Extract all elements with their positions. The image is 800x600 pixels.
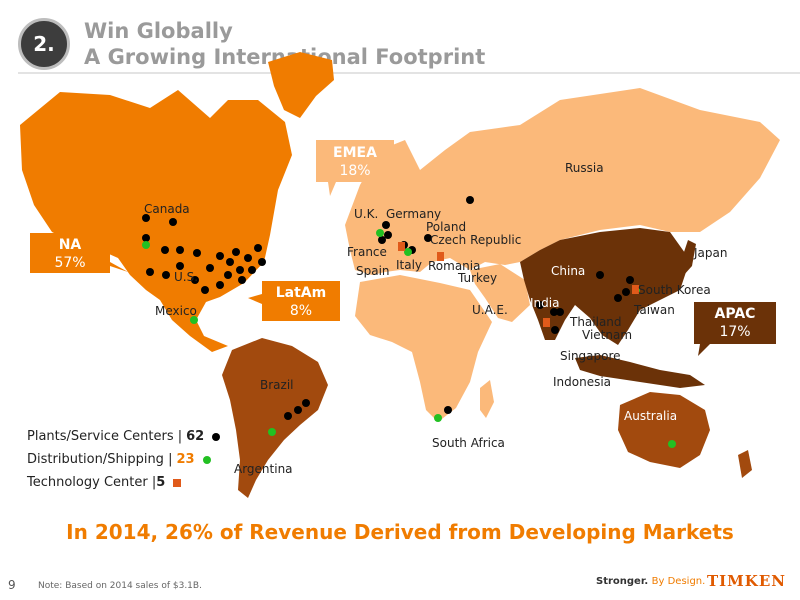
apac-callout: APAC 17%	[694, 305, 776, 341]
region-africa	[355, 275, 492, 422]
label-south-africa: South Africa	[432, 436, 505, 450]
label-italy: Italy	[396, 258, 423, 272]
label-indonesia: Indonesia	[553, 375, 612, 389]
footnote-text: Based on 2014 sales of $3.1B.	[65, 581, 202, 591]
label-singapore: Singapore	[560, 349, 621, 363]
region-middle-east	[470, 264, 530, 322]
tech-square-icon	[173, 478, 182, 487]
na-pct: 57%	[54, 255, 86, 271]
label-argentina: Argentina	[234, 462, 293, 476]
label-taiwan: Taiwan	[634, 303, 675, 317]
title-line-1: Win Globally	[84, 19, 233, 43]
region-greenland	[268, 52, 334, 118]
label-south-korea: South Korea	[638, 283, 711, 297]
emea-pct: 18%	[339, 163, 371, 179]
label-czech-republic: Czech Republic	[430, 233, 522, 247]
label-uk: U.K.	[354, 207, 379, 221]
label-russia: Russia	[565, 161, 604, 175]
footnote-prefix: Note:	[38, 581, 63, 591]
label-canada: Canada	[144, 202, 190, 216]
tagline-a: Stronger.	[596, 576, 649, 587]
legend-plants-count: 62	[186, 429, 205, 444]
label-vietnam: Vietnam	[582, 328, 633, 342]
label-romania: Romania	[428, 259, 481, 273]
label-india: India	[530, 296, 560, 310]
label-australia: Australia	[624, 409, 678, 423]
legend-distribution-count: 23	[176, 452, 195, 467]
distribution-dot-icon	[202, 455, 211, 464]
legend-plants-label: Plants/Service Centers |	[27, 429, 183, 444]
na-name: NA	[58, 237, 82, 253]
section-number: 2.	[33, 32, 55, 56]
label-poland: Poland	[426, 220, 467, 234]
label-us: U.S.	[174, 270, 199, 284]
label-china: China	[551, 264, 586, 278]
apac-callout-box	[694, 302, 776, 356]
page-number: 9	[8, 578, 16, 592]
region-japan	[682, 240, 696, 276]
label-turkey: Turkey	[458, 271, 498, 285]
label-spain: Spain	[356, 264, 390, 278]
legend-distribution-label: Distribution/Shipping |	[27, 452, 173, 467]
headline: In 2014, 26% of Revenue Derived from Dev…	[66, 520, 734, 544]
latam-pct: 8%	[289, 303, 313, 319]
map-legend: Plants/Service Centers | 62 Distribution…	[27, 425, 221, 494]
title-divider	[18, 72, 800, 74]
tagline-b: By Design.	[651, 576, 706, 587]
latam-callout-box	[248, 281, 340, 321]
legend-tech-count: 5	[156, 475, 166, 490]
apac-pct: 17%	[719, 324, 751, 340]
legend-tech: Technology Center | 5	[27, 471, 220, 494]
legend-plants: Plants/Service Centers | 62	[27, 425, 221, 448]
latam-callout: LatAm 8%	[262, 284, 340, 320]
legend-distribution: Distribution/Shipping | 23	[27, 448, 220, 471]
plant-dot-icon	[212, 432, 221, 441]
label-brazil: Brazil	[260, 378, 294, 392]
region-madagascar	[480, 380, 494, 418]
latam-name: LatAm	[275, 285, 327, 301]
na-callout: NA 57%	[30, 236, 110, 272]
label-germany: Germany	[386, 207, 442, 221]
region-indonesia	[575, 355, 705, 388]
region-europe-russia	[345, 88, 780, 275]
label-france: France	[347, 245, 387, 259]
region-australia	[618, 392, 710, 468]
label-uae: U.A.E.	[472, 303, 508, 317]
label-mexico: Mexico	[155, 304, 197, 318]
region-new-zealand	[738, 450, 752, 478]
legend-tech-label: Technology Center |	[27, 475, 157, 490]
section-number-badge: 2.	[18, 18, 70, 70]
region-south-america	[222, 338, 328, 498]
region-asia	[520, 228, 690, 345]
apac-name: APAC	[714, 306, 756, 322]
label-japan: Japan	[694, 246, 728, 260]
label-thailand: Thailand	[570, 315, 622, 329]
tagline: Stronger. By Design.	[596, 576, 705, 587]
emea-name: EMEA	[333, 145, 377, 161]
na-callout-box	[30, 233, 128, 273]
footnote: Note: Based on 2014 sales of $3.1B.	[38, 581, 202, 591]
timken-logo: TIMKEN	[707, 572, 786, 590]
region-north-america	[20, 90, 292, 352]
emea-callout: EMEA 18%	[316, 144, 394, 180]
emea-callout-box	[316, 140, 394, 196]
